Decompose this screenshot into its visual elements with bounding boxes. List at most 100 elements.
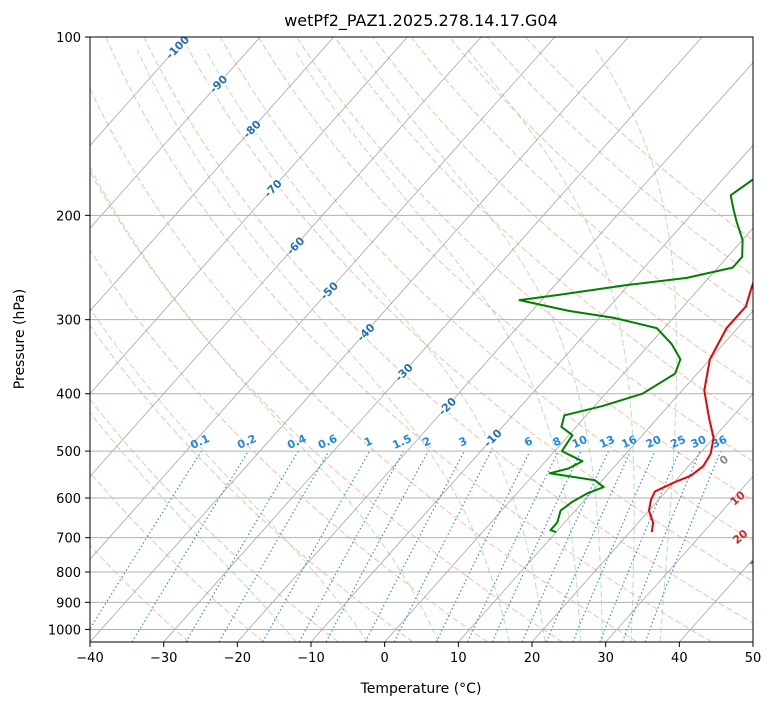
isotherm-line [384, 227, 753, 642]
dry-adiabat-label: 20 [730, 527, 750, 547]
mixing-ratio-label: 1 [362, 434, 374, 449]
mixing-ratio-label: 2 [421, 434, 433, 449]
plot-frame [89, 36, 754, 643]
dry-adiabat-line [90, 324, 414, 642]
dry-adiabat-line [181, 37, 753, 582]
isotherm-line [752, 641, 753, 642]
isotherm-line [458, 310, 753, 642]
dry-adiabat-line [90, 471, 264, 642]
y-tick-label: 400 [56, 388, 81, 403]
y-tick-label: 800 [56, 566, 81, 581]
isotherm-label-bg [207, 72, 230, 96]
mixing-ratio-label: 3 [457, 434, 469, 449]
mixing-ratio-line [298, 450, 404, 642]
x-tick-label: −40 [76, 651, 103, 666]
isotherm-label-bg [481, 426, 504, 450]
x-tick-label: −30 [150, 651, 177, 666]
chart-title: wetPf2_PAZ1.2025.278.14.17.G04 [284, 11, 558, 31]
dry-adiabat-label: 10 [728, 488, 748, 508]
mixing-ratio-line [364, 450, 465, 642]
isotherm-line [90, 37, 556, 560]
mixing-ratio-label: 0.2 [235, 432, 258, 452]
isotherm-label-bg [240, 117, 264, 141]
y-tick-label: 1000 [48, 623, 81, 638]
moist-adiabat-line [467, 49, 635, 642]
dry-adiabat-label: 40 [770, 578, 775, 598]
isotherm-line [90, 37, 261, 229]
moist-adiabat-line [595, 49, 678, 642]
dry-adiabat-line [219, 37, 753, 542]
x-tick-label: 30 [597, 651, 614, 666]
isotherm-label-bg [317, 279, 341, 302]
moist-adiabat-line [205, 49, 546, 642]
isotherm-line [90, 37, 408, 395]
dry-adiabat-line [105, 37, 712, 642]
x-tick-label: 0 [381, 651, 389, 666]
mixing-ratio-label: 0.1 [188, 432, 211, 452]
mixing-ratio-line [185, 450, 299, 642]
mixing-ratio-line [435, 450, 531, 642]
mixing-ratio-line [491, 450, 582, 642]
mixing-ratio-line [572, 450, 656, 642]
mixing-ratio-label: 1.5 [390, 432, 413, 452]
isotherm-label-bg [261, 176, 285, 200]
mixing-ratio-label: 6 [522, 434, 535, 449]
isotherm-line [531, 393, 753, 642]
dry-adiabat-line [90, 248, 488, 642]
dry-adiabat-line [90, 398, 339, 642]
pressure-gridlines [90, 37, 753, 630]
dry-adiabat-label: 30 [748, 552, 768, 572]
y-tick-label: 200 [56, 209, 81, 224]
mixing-ratio-label: 25 [668, 433, 687, 451]
dry-adiabat-line [257, 37, 753, 502]
moist-adiabat-line [136, 49, 510, 642]
mixing-ratio-line [599, 450, 681, 642]
dry-adiabat-line [525, 37, 753, 241]
y-tick-label: 600 [56, 492, 81, 507]
moist-adiabat-line [293, 49, 582, 642]
mixing-ratio-line [325, 450, 429, 642]
x-tick-label: −10 [297, 651, 324, 666]
moist-adiabat-line [90, 166, 439, 642]
isotherm-line [90, 37, 335, 312]
mixing-ratio-label: 36 [710, 433, 730, 451]
mixing-ratio-line [262, 450, 371, 642]
y-tick-label: 100 [56, 31, 81, 46]
isotherm-line [90, 37, 482, 478]
x-tick-label: 50 [745, 651, 762, 666]
x-tick-label: −20 [224, 651, 251, 666]
dry-adiabat-line [372, 37, 753, 386]
dewpoint-line [518, 178, 753, 534]
temperature-line [648, 280, 753, 533]
isotherm-line [237, 61, 753, 642]
mixing-ratio-line [218, 450, 330, 642]
mixing-ratio-label: 10 [570, 433, 590, 451]
mixing-ratio-label: 16 [620, 433, 640, 451]
mixing-ratio-line [521, 450, 609, 642]
y-axis-title: Pressure (hPa) [12, 289, 28, 389]
mixing-ratio-label: 30 [689, 433, 709, 451]
dry-adiabat-line [90, 87, 638, 642]
isotherm-label-bg [435, 394, 459, 418]
isotherm-line [310, 144, 753, 642]
isotherm-line [163, 37, 703, 642]
background-lines [90, 37, 753, 642]
x-axis: −40 −30 −20 −10 0 10 20 30 40 50 [76, 642, 761, 666]
y-tick-label: 500 [56, 445, 81, 460]
dry-adiabat-line [448, 37, 753, 313]
isotherm-label-bg [354, 320, 378, 344]
mixing-ratio-label: 13 [597, 433, 616, 451]
dry-adiabat-line [334, 37, 753, 424]
profile-lines [518, 178, 753, 534]
isotherm-line [90, 37, 187, 146]
x-axis-title: Temperature (°C) [360, 681, 482, 697]
y-tick-label: 700 [56, 532, 81, 547]
y-tick-label: 300 [56, 314, 81, 329]
mixing-ratio-label: 20 [644, 433, 664, 451]
x-tick-label: 20 [524, 651, 541, 666]
isotherm-label-bg [284, 234, 307, 257]
mixing-ratio-line [131, 450, 249, 642]
moist-adiabat-line [90, 307, 369, 642]
dry-adiabat-line [487, 37, 753, 277]
